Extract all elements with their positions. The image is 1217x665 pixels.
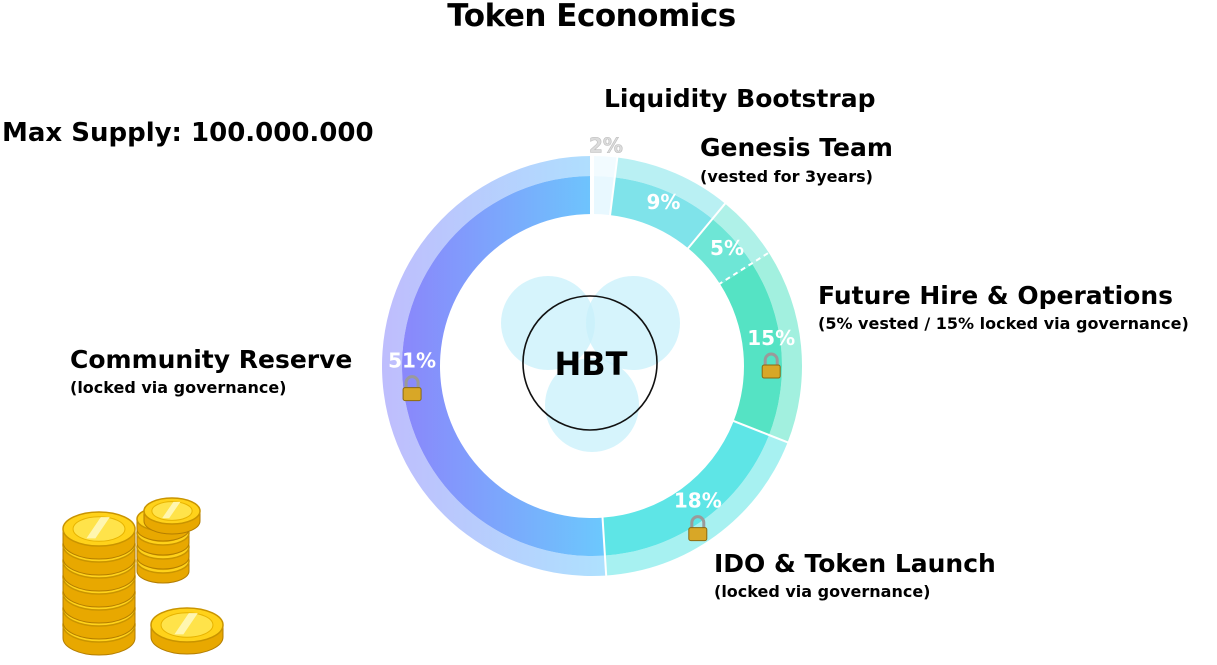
max-supply-label: Max Supply: 100.000.000 [2, 118, 374, 148]
donut-slices [382, 154, 803, 578]
slice-3 [720, 264, 782, 436]
padlock-icon [688, 515, 708, 542]
slice-5 [402, 176, 604, 556]
hbt-emblem [501, 276, 680, 452]
legend-community-name: Community Reserve [70, 345, 353, 374]
slice-band-4 [603, 435, 788, 576]
slice-label-2: 5% [710, 236, 744, 260]
slice-label-1: 9% [647, 190, 681, 214]
coin-single [150, 607, 224, 655]
slice-2 [688, 219, 753, 285]
padlock-icon [402, 375, 422, 402]
padlock-icon [761, 352, 781, 379]
legend-future-name: Future Hire & Operations [818, 281, 1174, 310]
slice-band-0 [592, 156, 619, 178]
gold-coins-illustration [62, 497, 224, 656]
legend-ido-note: (locked via governance) [714, 582, 931, 601]
legend-future-note: (5% vested / 15% locked via governance) [818, 314, 1189, 333]
slice-1 [611, 177, 714, 249]
slice-label-4: 18% [674, 489, 722, 513]
coin-main-6 [62, 511, 136, 560]
legend-genesis-name: Genesis Team [700, 133, 893, 162]
slice-band-1 [615, 157, 726, 220]
slice-0 [592, 176, 616, 216]
legend-ido-name: IDO & Token Launch [714, 549, 996, 578]
legend-liquidity-name: Liquidity Bootstrap [604, 84, 876, 113]
slice-label-3: 15% [747, 326, 795, 350]
slice-band-3 [752, 253, 803, 444]
slice-label-0: 2% [589, 133, 623, 157]
slice-label-5: 51% [388, 349, 436, 373]
legend-genesis-note: (vested for 3years) [700, 167, 873, 186]
slice-4 [601, 421, 769, 556]
page-title: Token Economics [447, 0, 736, 34]
center-label: HBT [555, 345, 628, 383]
slice-labels: 2% 9% 5% 15% 18% 51% [388, 133, 795, 542]
slice-band-2 [713, 204, 770, 265]
coin-back-top [143, 497, 201, 535]
legend-community-note: (locked via governance) [70, 378, 287, 397]
